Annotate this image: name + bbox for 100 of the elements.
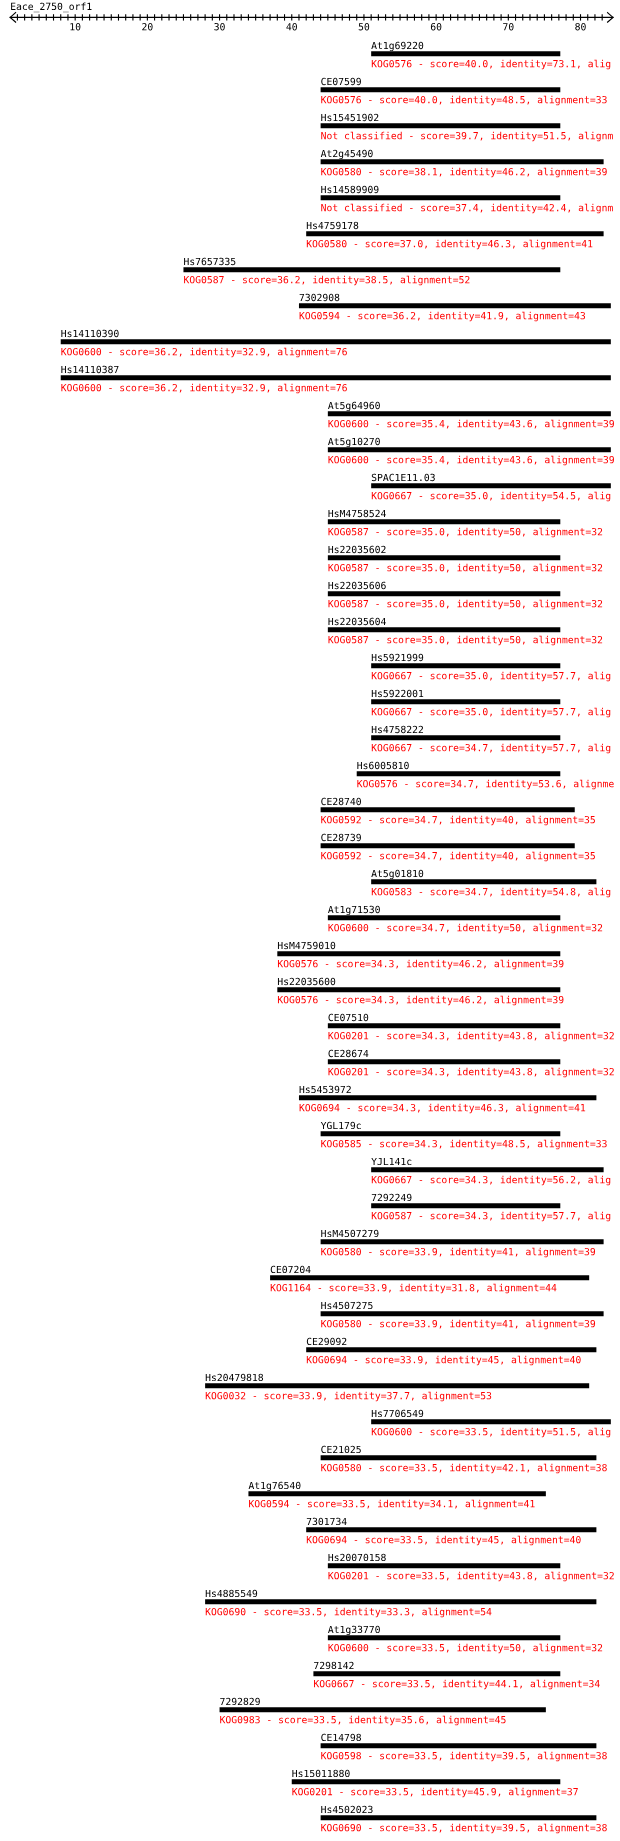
y-tick-label: CE07599 (321, 77, 361, 86)
x-tick-label: 50 (358, 23, 370, 31)
bar (298, 303, 611, 309)
data-label: KOG0690 - score=33.5, identity=39.5, alignment=38 (321, 1823, 607, 1834)
bar (327, 1563, 561, 1569)
bar (320, 1455, 597, 1461)
y-tick-label: Hs20479818 (205, 1373, 264, 1382)
bar (327, 1059, 561, 1065)
data-label: KOG0576 - score=34.3, identity=46.2, alignment=39 (277, 995, 564, 1006)
y-tick-label: Hs14110390 (61, 329, 119, 338)
data-label: KOG0598 - score=33.5, identity=39.5, alignment=38 (321, 1751, 607, 1762)
data-label: KOG0032 - score=33.9, identity=37.7, alignment=53 (205, 1391, 492, 1402)
bar (248, 1491, 546, 1497)
y-tick-label: YGL179c (320, 1121, 361, 1130)
bar (320, 123, 561, 129)
data-label: KOG0667 - score=35.0, identity=54.5, alig (371, 491, 611, 502)
bar (327, 915, 561, 921)
x-tick-label: 60 (430, 23, 442, 31)
data-label: KOG0694 - score=33.9, identity=45, alignment=40 (306, 1355, 581, 1366)
y-tick-label: Hs4759178 (306, 221, 359, 230)
y-tick-label: Hs6005810 (357, 761, 409, 770)
x-tick-label: 20 (142, 23, 153, 31)
y-tick-label: At5g64960 (328, 401, 380, 412)
bar (298, 1095, 597, 1101)
y-tick-label: Hs14110387 (61, 365, 119, 374)
bar (371, 699, 561, 705)
data-label: KOG0576 - score=34.7, identity=53.6, alignme (357, 779, 614, 790)
y-tick-label: Hs4758222 (371, 725, 424, 734)
y-tick-label: 7298142 (314, 1661, 354, 1670)
data-label: KOG0576 - score=40.0, identity=73.1, alig (371, 59, 611, 70)
data-label: KOG0600 - score=34.7, identity=50, alignment=32 (328, 923, 603, 934)
y-tick-label: 7292249 (371, 1193, 412, 1202)
bar (320, 87, 561, 93)
bar (320, 1743, 597, 1749)
data-label: KOG0576 - score=40.0, identity=48.5, alignment=33 (321, 95, 607, 106)
bar (371, 879, 597, 885)
bar (356, 771, 561, 777)
data-label: KOG0667 - score=33.5, identity=44.1, alignment=34 (314, 1679, 600, 1690)
data-label: KOG0587 - score=35.0, identity=50, alignment=32 (328, 635, 603, 646)
bar (371, 1203, 561, 1209)
y-tick-label: Hs22035602 (328, 545, 386, 554)
data-label: KOG0983 - score=33.5, identity=35.6, alignment=45 (220, 1715, 506, 1726)
data-label: KOG0587 - score=36.2, identity=38.5, alignment=52 (184, 275, 470, 286)
bar (306, 231, 604, 237)
data-label: KOG0576 - score=34.3, identity=46.2, alignment=39 (277, 959, 564, 970)
x-tick-label: 30 (214, 23, 225, 31)
data-label: KOG0587 - score=35.0, identity=50, alignment=32 (328, 599, 603, 610)
data-label: KOG0583 - score=34.7, identity=54.8, alig (371, 887, 611, 898)
data-label: KOG0580 - score=33.9, identity=41, alignment=39 (321, 1247, 596, 1258)
bar (306, 1347, 597, 1353)
data-label: KOG0690 - score=33.5, identity=33.3, alignment=54 (205, 1607, 492, 1618)
bar (320, 1311, 604, 1317)
data-label: KOG0592 - score=34.7, identity=40, alignment=35 (321, 851, 595, 862)
data-label: KOG0600 - score=33.5, identity=50, alignment=32 (328, 1643, 603, 1654)
y-tick-label: CE21025 (321, 1445, 361, 1454)
bar (313, 1671, 561, 1677)
bar (306, 1527, 597, 1533)
data-label: KOG0587 - score=35.0, identity=50, alignment=32 (328, 563, 603, 574)
bar (327, 591, 561, 597)
y-tick-label: At5g10270 (328, 437, 380, 448)
y-tick-label: CE28739 (321, 833, 361, 842)
bar (60, 375, 611, 381)
x-tick-label: 80 (575, 23, 586, 31)
bar (320, 1815, 597, 1821)
data-label: KOG0594 - score=36.2, identity=41.9, alignment=43 (299, 311, 586, 322)
data-label: KOG0201 - score=34.3, identity=43.8, alignment=32 (328, 1067, 614, 1078)
y-tick-label: Hs7657335 (184, 257, 236, 266)
chart-title: Eace_2750_orf1 (11, 2, 92, 13)
y-tick-label: At1g69220 (371, 41, 424, 52)
y-tick-label: YJL141c (371, 1157, 412, 1166)
y-tick-label: Hs22035606 (328, 581, 386, 590)
data-label: KOG0600 - score=36.2, identity=32.9, alignment=76 (61, 383, 347, 394)
y-tick-label: Hs15011880 (292, 1769, 350, 1778)
y-tick-label: At1g76540 (248, 1481, 301, 1492)
y-tick-label: Hs4507275 (321, 1301, 373, 1310)
data-label: KOG0600 - score=35.4, identity=43.6, alignment=39 (328, 455, 614, 466)
bar (205, 1599, 597, 1605)
bar (219, 1707, 546, 1713)
data-label: KOG0580 - score=33.9, identity=41, alignment=39 (321, 1319, 596, 1330)
y-tick-label: Hs20070158 (328, 1553, 386, 1562)
bar (371, 1419, 611, 1425)
y-tick-label: CE29092 (306, 1337, 347, 1346)
data-label: KOG0580 - score=37.0, identity=46.3, alignment=41 (306, 239, 593, 250)
y-tick-label: At5g01810 (371, 869, 424, 880)
y-tick-label: Hs5922001 (371, 689, 424, 698)
y-tick-label: Hs4885549 (205, 1589, 258, 1598)
data-label: KOG0201 - score=34.3, identity=43.8, alignment=32 (328, 1031, 614, 1042)
bar (327, 555, 561, 561)
data-label: KOG0667 - score=35.0, identity=57.7, alig (371, 707, 611, 718)
y-tick-label: Hs7706549 (371, 1409, 424, 1418)
y-tick-label: HsM4758524 (328, 509, 386, 518)
y-tick-label: Hs14589909 (321, 185, 379, 194)
y-tick-label: At1g71530 (328, 905, 380, 916)
bar (327, 1635, 561, 1641)
y-tick-label: CE07204 (270, 1265, 311, 1274)
y-tick-label: 7301734 (306, 1517, 347, 1526)
bar (371, 51, 561, 57)
bar (371, 735, 561, 741)
y-tick-label: 7292829 (220, 1697, 260, 1706)
data-label: KOG0580 - score=38.1, identity=46.2, alignment=39 (321, 167, 607, 178)
